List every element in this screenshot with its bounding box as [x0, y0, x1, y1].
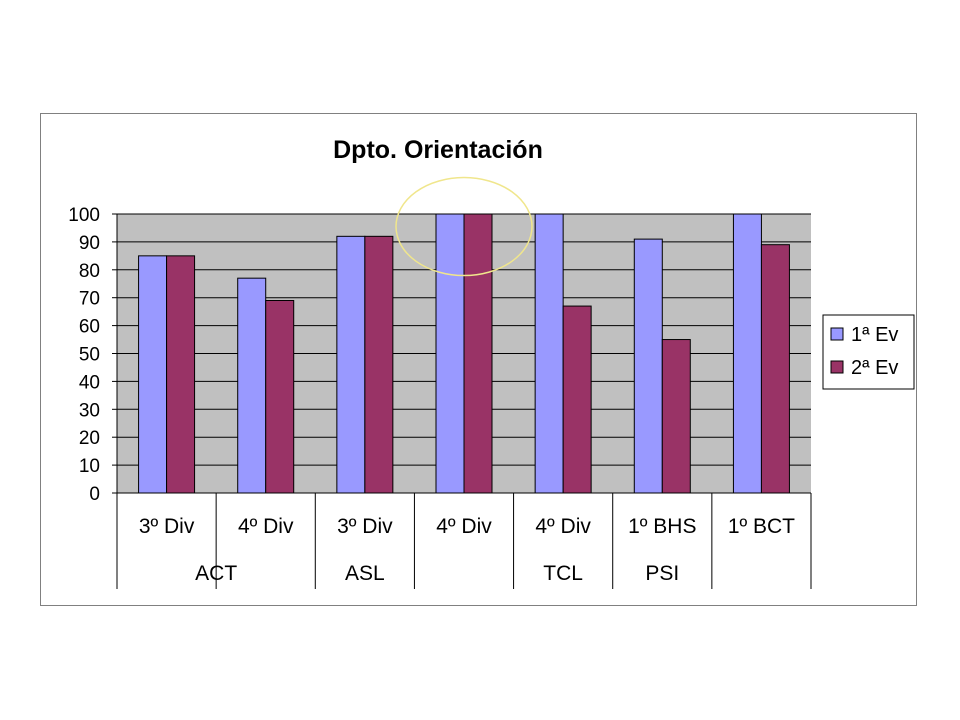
category-label: 4º Div — [238, 515, 294, 538]
bar — [336, 235, 366, 494]
y-tick-label: 0 — [89, 484, 100, 505]
y-tick-label: 70 — [79, 289, 100, 310]
bar — [138, 255, 168, 494]
y-tick-label: 10 — [79, 456, 100, 477]
category-label: 4º Div — [436, 515, 492, 538]
y-tick-label: 20 — [79, 428, 100, 449]
legend-swatch — [830, 327, 844, 341]
category-label: 1º BHS — [628, 515, 696, 538]
bar — [732, 213, 762, 494]
bar — [534, 213, 564, 494]
group-label: TCL — [543, 562, 583, 585]
category-label: 3º Div — [139, 515, 195, 538]
legend-label: 1ª Ev — [851, 324, 898, 346]
y-tick-label: 100 — [68, 205, 100, 226]
bar — [661, 339, 691, 494]
group-label: ACT — [195, 562, 237, 585]
bar — [463, 213, 493, 494]
category-label: 3º Div — [337, 515, 393, 538]
y-tick-label: 80 — [79, 261, 100, 282]
group-label: PSI — [645, 562, 679, 585]
bar — [166, 255, 196, 494]
bar — [760, 244, 790, 494]
category-label: 4º Div — [535, 515, 591, 538]
legend-swatch — [830, 360, 844, 374]
y-tick-label: 60 — [79, 317, 100, 338]
bar — [265, 299, 295, 494]
legend-box — [822, 314, 915, 390]
y-tick-label: 50 — [79, 345, 100, 366]
y-tick-label: 40 — [79, 372, 100, 393]
legend: 1ª Ev 2ª Ev — [822, 314, 915, 390]
y-tick-label: 30 — [79, 400, 100, 421]
chart-frame: Dpto. Orientación 0 10 20 30 40 50 60 70 80 90 100… — [40, 113, 917, 606]
plot-area — [117, 176, 811, 494]
legend-label: 2ª Ev — [851, 357, 898, 379]
bar — [364, 235, 394, 494]
bar — [633, 238, 663, 494]
category-label: 1º BCT — [728, 515, 795, 538]
group-label: ASL — [345, 562, 385, 585]
highlight-ellipse — [395, 176, 533, 277]
bar-chart: Dpto. Orientación 0 10 20 30 40 50 60 70 80 90 100… — [68, 136, 915, 589]
axes: 0 10 20 30 40 50 60 70 80 90 100 3º Div 4º Div 3º Div… — [68, 205, 812, 589]
bar — [435, 213, 465, 494]
bar — [562, 305, 592, 494]
y-tick-label: 90 — [79, 233, 100, 254]
bar — [237, 277, 267, 494]
chart-title: Dpto. Orientación — [333, 136, 543, 164]
